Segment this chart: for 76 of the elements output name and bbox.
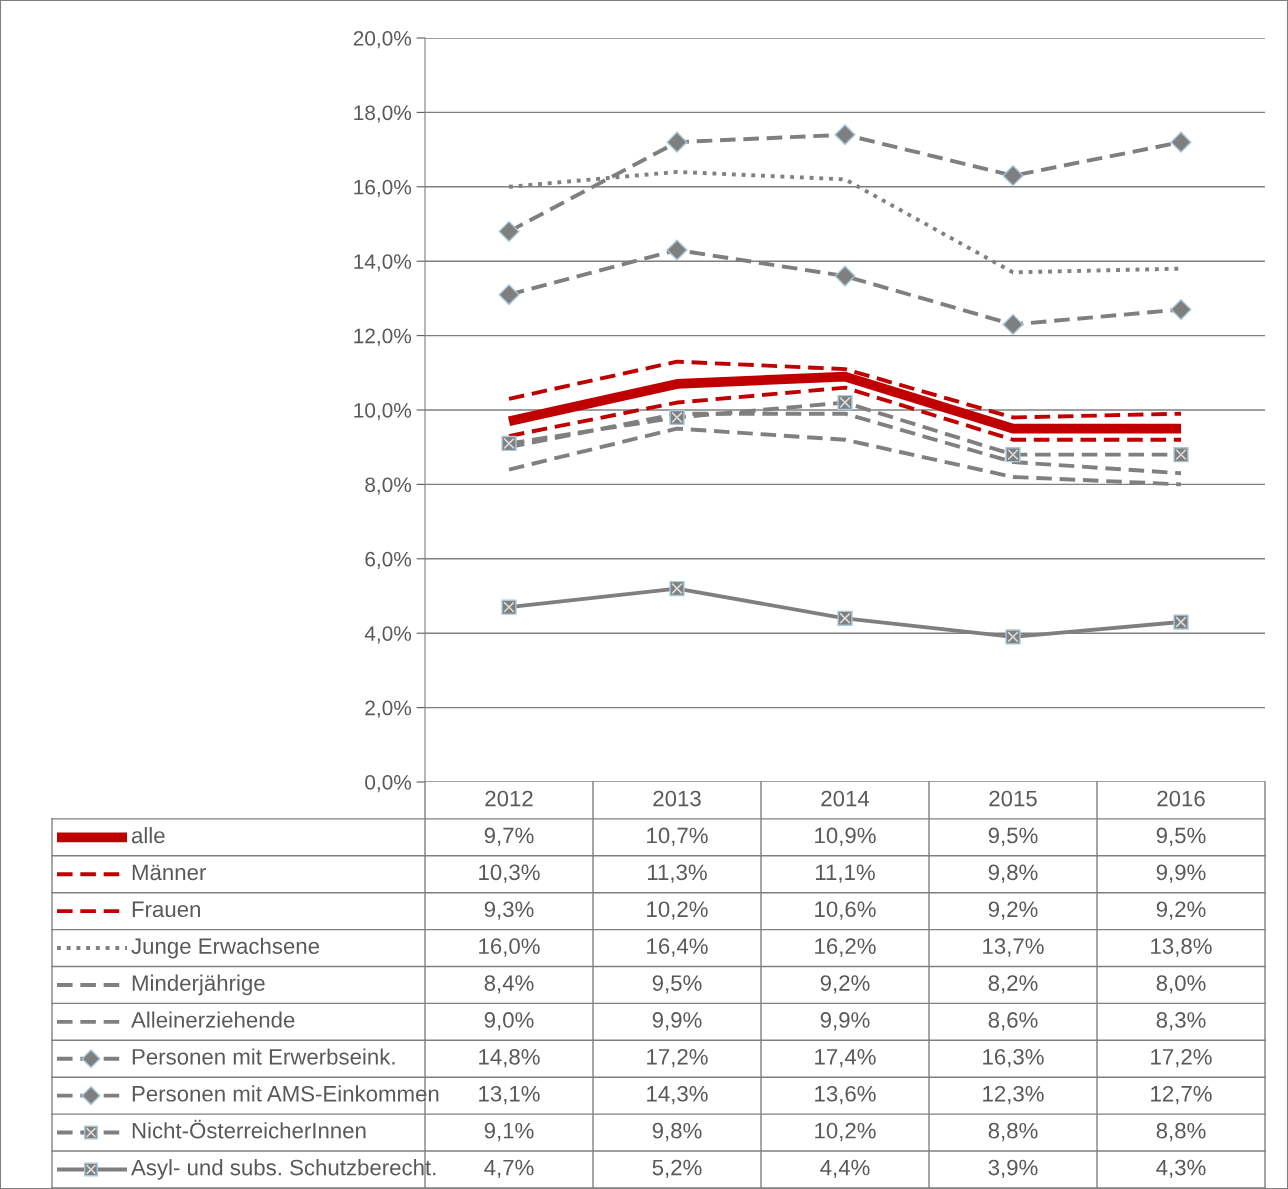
data-label: 9,9% <box>1156 864 1206 883</box>
data-label: 10,9% <box>815 827 876 846</box>
data-label: 10,3% <box>479 864 540 883</box>
y-tick-label: 20,0% <box>353 31 412 49</box>
data-label: 16,0% <box>479 938 540 957</box>
data-label: 14,8% <box>479 1048 540 1068</box>
y-tick-label: 10,0% <box>354 403 412 421</box>
data-label: 8,4% <box>484 975 534 994</box>
data-label: 9,2% <box>820 975 870 994</box>
data-label: 16,2% <box>815 938 876 957</box>
data-label: 12,3% <box>983 1085 1044 1105</box>
y-tick-label: 0,0% <box>365 775 412 793</box>
data-label: 9,2% <box>988 901 1038 920</box>
data-label: 12,7% <box>1151 1085 1212 1105</box>
x-tick-label: 2015 <box>989 790 1037 807</box>
data-label: 13,6% <box>815 1085 876 1105</box>
data-label: 4,4% <box>820 1159 870 1179</box>
data-label: 5,2% <box>652 1159 702 1179</box>
data-label: 9,8% <box>652 1122 702 1142</box>
legend-label: alle <box>131 826 165 844</box>
y-tick-label: 2,0% <box>365 700 412 718</box>
legend-label: Alleinerziehende <box>131 1011 295 1028</box>
data-label: 13,8% <box>1151 938 1212 957</box>
data-label: 9,9% <box>820 1012 870 1031</box>
data-label: 8,2% <box>988 975 1038 994</box>
x-tick-label: 2016 <box>1157 790 1205 807</box>
data-label: 8,6% <box>988 1012 1038 1031</box>
data-label: 10,7% <box>647 827 708 846</box>
y-tick-label: 8,0% <box>365 477 412 495</box>
x-tick-label: 2014 <box>821 790 870 807</box>
data-label: 8,3% <box>1156 1012 1206 1031</box>
data-label: 9,1% <box>484 1122 534 1142</box>
data-label: 11,1% <box>816 864 875 883</box>
data-label: 11,3% <box>648 864 707 883</box>
y-tick-label: 12,0% <box>354 328 412 346</box>
legend-label: Frauen <box>132 901 200 918</box>
data-label: 4,7% <box>484 1159 534 1179</box>
data-label: 3,9% <box>988 1159 1038 1179</box>
data-label: 9,0% <box>484 1012 534 1031</box>
legend-label: Asyl- und subs. Schutzberecht. <box>131 1159 436 1180</box>
data-label: 8,0% <box>1156 975 1206 994</box>
x-tick-label: 2012 <box>485 790 533 807</box>
data-label: 10,2% <box>647 901 708 920</box>
legend-label: Junge Erwachsene <box>131 937 320 959</box>
y-tick-label: 14,0% <box>354 254 412 272</box>
legend-label: Männer <box>132 864 206 881</box>
legend-label: Minderjährige <box>132 974 265 996</box>
data-label: 9,3% <box>484 901 534 920</box>
data-label: 8,8% <box>1156 1122 1206 1142</box>
y-tick-label: 18,0% <box>354 105 412 123</box>
y-tick-label: 4,0% <box>364 626 412 644</box>
x-tick-label: 2013 <box>653 790 701 807</box>
data-label: 10,6% <box>815 901 876 920</box>
data-label: 13,1% <box>479 1085 540 1105</box>
data-label: 9,5% <box>988 827 1038 846</box>
data-label: 9,5% <box>652 975 702 994</box>
data-label: 9,8% <box>988 864 1038 883</box>
legend-label: Nicht-ÖsterreicherInnen <box>132 1119 366 1139</box>
y-tick-label: 6,0% <box>365 551 412 570</box>
legend-label: Personen mit AMS-Einkommen <box>132 1085 439 1102</box>
data-label: 16,3% <box>983 1048 1044 1068</box>
data-label: 9,5% <box>1156 827 1206 846</box>
data-label: 9,2% <box>1156 901 1206 920</box>
data-label: 14,3% <box>647 1085 708 1105</box>
data-label: 17,2% <box>1151 1048 1212 1068</box>
legend-label: Personen mit Erwerbseink. <box>132 1048 395 1065</box>
data-label: 4,3% <box>1156 1159 1206 1179</box>
data-label: 9,7% <box>484 827 534 846</box>
y-tick-label: 16,0% <box>354 179 412 198</box>
data-label: 16,4% <box>647 938 708 957</box>
data-label: 10,2% <box>815 1122 876 1142</box>
data-label: 17,2% <box>647 1048 708 1068</box>
data-label: 8,8% <box>988 1122 1038 1142</box>
data-label: 17,4% <box>815 1049 876 1068</box>
data-label: 9,9% <box>652 1012 702 1031</box>
data-label: 13,7% <box>983 938 1044 957</box>
